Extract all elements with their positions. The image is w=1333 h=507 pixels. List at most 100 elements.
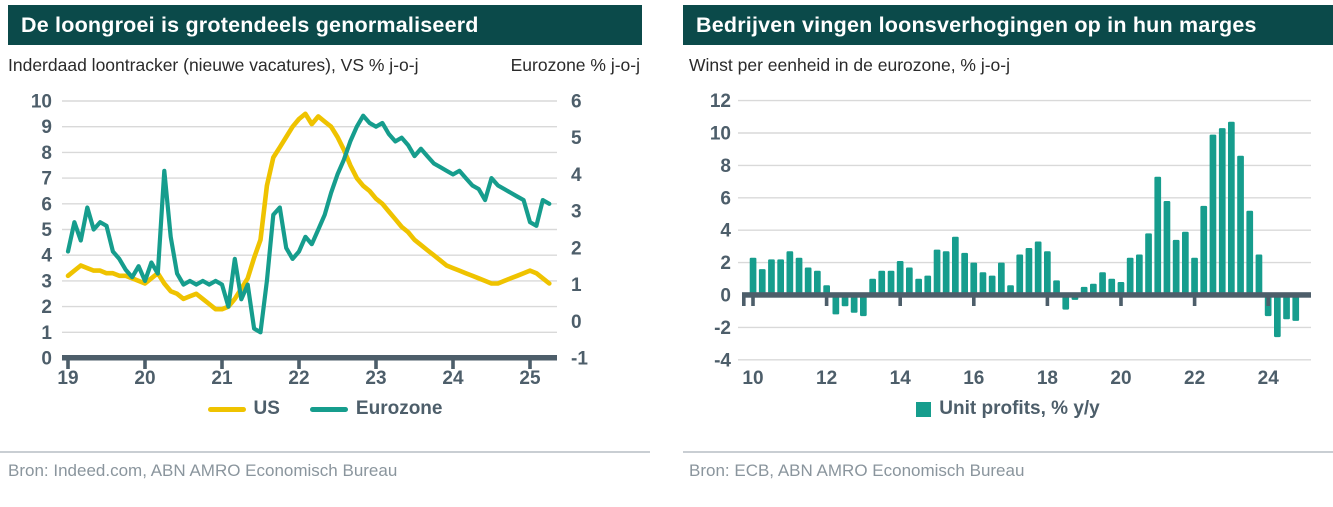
bar <box>1228 121 1235 295</box>
svg-text:18: 18 <box>1037 368 1058 389</box>
svg-text:-2: -2 <box>714 318 731 339</box>
bar <box>1172 239 1180 295</box>
legend-label-eurozone: Eurozone <box>355 398 443 419</box>
svg-text:10: 10 <box>710 124 731 145</box>
bar <box>860 295 867 317</box>
svg-text:25: 25 <box>519 368 541 389</box>
line-right-axis-labels: 6 5 4 3 2 1 0 -1 <box>571 92 588 370</box>
legend-item-eurozone: Eurozone <box>309 398 443 420</box>
svg-text:10: 10 <box>742 368 763 389</box>
bar <box>1209 134 1217 295</box>
left-divider <box>0 451 650 453</box>
unit-profits-subtitle-row: Winst per eenheid in de eurozone, % j-o-… <box>689 54 1323 76</box>
bar <box>804 267 812 295</box>
svg-text:2: 2 <box>41 297 52 318</box>
svg-text:0: 0 <box>720 286 731 307</box>
svg-text:19: 19 <box>57 368 78 389</box>
bar <box>1034 241 1042 295</box>
bar <box>1136 254 1143 295</box>
bar <box>1283 295 1290 320</box>
line-gridlines <box>62 100 557 334</box>
svg-text:6: 6 <box>571 92 582 113</box>
line-left-axis-labels: 0 1 2 3 4 5 6 7 8 9 10 <box>31 92 53 370</box>
wage-growth-subtitle-left: Inderdaad loontracker (nieuwe vacatures)… <box>8 55 419 75</box>
wage-growth-subtitle-row: Inderdaad loontracker (nieuwe vacatures)… <box>8 54 640 76</box>
bar <box>1145 233 1152 295</box>
right-divider <box>683 451 1333 453</box>
bar <box>1246 210 1254 295</box>
legend-label-us: US <box>253 398 280 419</box>
bar <box>777 259 784 295</box>
line-chart-legend: US Eurozone <box>0 398 650 420</box>
bar <box>970 262 978 295</box>
unit-profit-bars <box>749 121 1300 338</box>
bar <box>915 278 922 295</box>
bar <box>878 270 886 295</box>
legend-item-unit-profits: Unit profits, % y/y <box>916 398 1100 420</box>
bar <box>768 259 775 295</box>
bar <box>1126 257 1134 295</box>
bar <box>924 275 932 295</box>
svg-text:8: 8 <box>720 156 731 177</box>
bar-x-axis: 10 12 14 16 18 20 22 24 <box>742 292 1311 389</box>
bar <box>933 249 941 295</box>
line-x-axis: 19 20 21 22 23 24 25 <box>57 355 557 389</box>
svg-text:22: 22 <box>288 368 309 389</box>
bar <box>1163 201 1171 295</box>
svg-text:8: 8 <box>41 143 52 164</box>
bar <box>906 267 913 295</box>
svg-text:20: 20 <box>1110 368 1131 389</box>
svg-text:2: 2 <box>571 238 582 259</box>
left-source: Bron: Indeed.com, ABN AMRO Economisch Bu… <box>8 461 398 480</box>
bar <box>1292 295 1300 321</box>
svg-text:9: 9 <box>41 117 52 138</box>
line-series <box>65 111 552 335</box>
bar <box>1237 155 1244 295</box>
bar <box>1191 257 1198 295</box>
bar <box>952 236 959 295</box>
svg-text:-1: -1 <box>571 349 588 370</box>
bar <box>749 257 757 295</box>
svg-text:24: 24 <box>442 368 464 389</box>
bar <box>887 270 895 295</box>
bar <box>1255 254 1263 295</box>
svg-text:3: 3 <box>571 202 582 223</box>
wage-growth-panel: De loongroei is grotendeels genormalisee… <box>0 0 650 481</box>
bar <box>850 295 858 313</box>
bar <box>896 261 904 295</box>
svg-text:14: 14 <box>890 368 912 389</box>
bar <box>961 252 968 295</box>
bar <box>758 269 766 295</box>
unit-profits-title: Bedrijven vingen loonsverhogingen op in … <box>696 12 1257 37</box>
svg-text:5: 5 <box>41 220 52 241</box>
svg-text:0: 0 <box>571 312 582 333</box>
svg-text:12: 12 <box>816 368 837 389</box>
bar <box>1090 283 1097 295</box>
svg-text:2: 2 <box>720 253 731 274</box>
svg-text:1: 1 <box>41 323 52 344</box>
svg-text:10: 10 <box>31 92 52 113</box>
svg-text:4: 4 <box>571 165 582 186</box>
svg-text:4: 4 <box>41 246 52 267</box>
bar <box>786 251 794 295</box>
right-source: Bron: ECB, ABN AMRO Economisch Bureau <box>689 461 1025 480</box>
bar <box>942 251 950 295</box>
bar <box>1108 278 1116 295</box>
bar-y-axis-labels: 12 10 8 6 4 2 0 -2 -4 <box>710 91 732 371</box>
svg-text:22: 22 <box>1184 368 1205 389</box>
bar-chart-legend: Unit profits, % y/y <box>683 398 1333 420</box>
series-us <box>65 111 552 312</box>
bar <box>998 262 1005 295</box>
bar <box>1182 231 1189 295</box>
bar <box>1099 272 1106 295</box>
bar <box>814 270 821 295</box>
svg-text:23: 23 <box>365 368 386 389</box>
series-eurozone <box>65 113 552 335</box>
bar <box>1200 205 1208 295</box>
wage-growth-title-bar: De loongroei is grotendeels genormalisee… <box>8 5 642 45</box>
page: De loongroei is grotendeels genormalisee… <box>0 0 1333 481</box>
wage-growth-title: De loongroei is grotendeels genormalisee… <box>21 12 479 37</box>
svg-text:16: 16 <box>963 368 984 389</box>
legend-item-us: US <box>207 398 280 420</box>
